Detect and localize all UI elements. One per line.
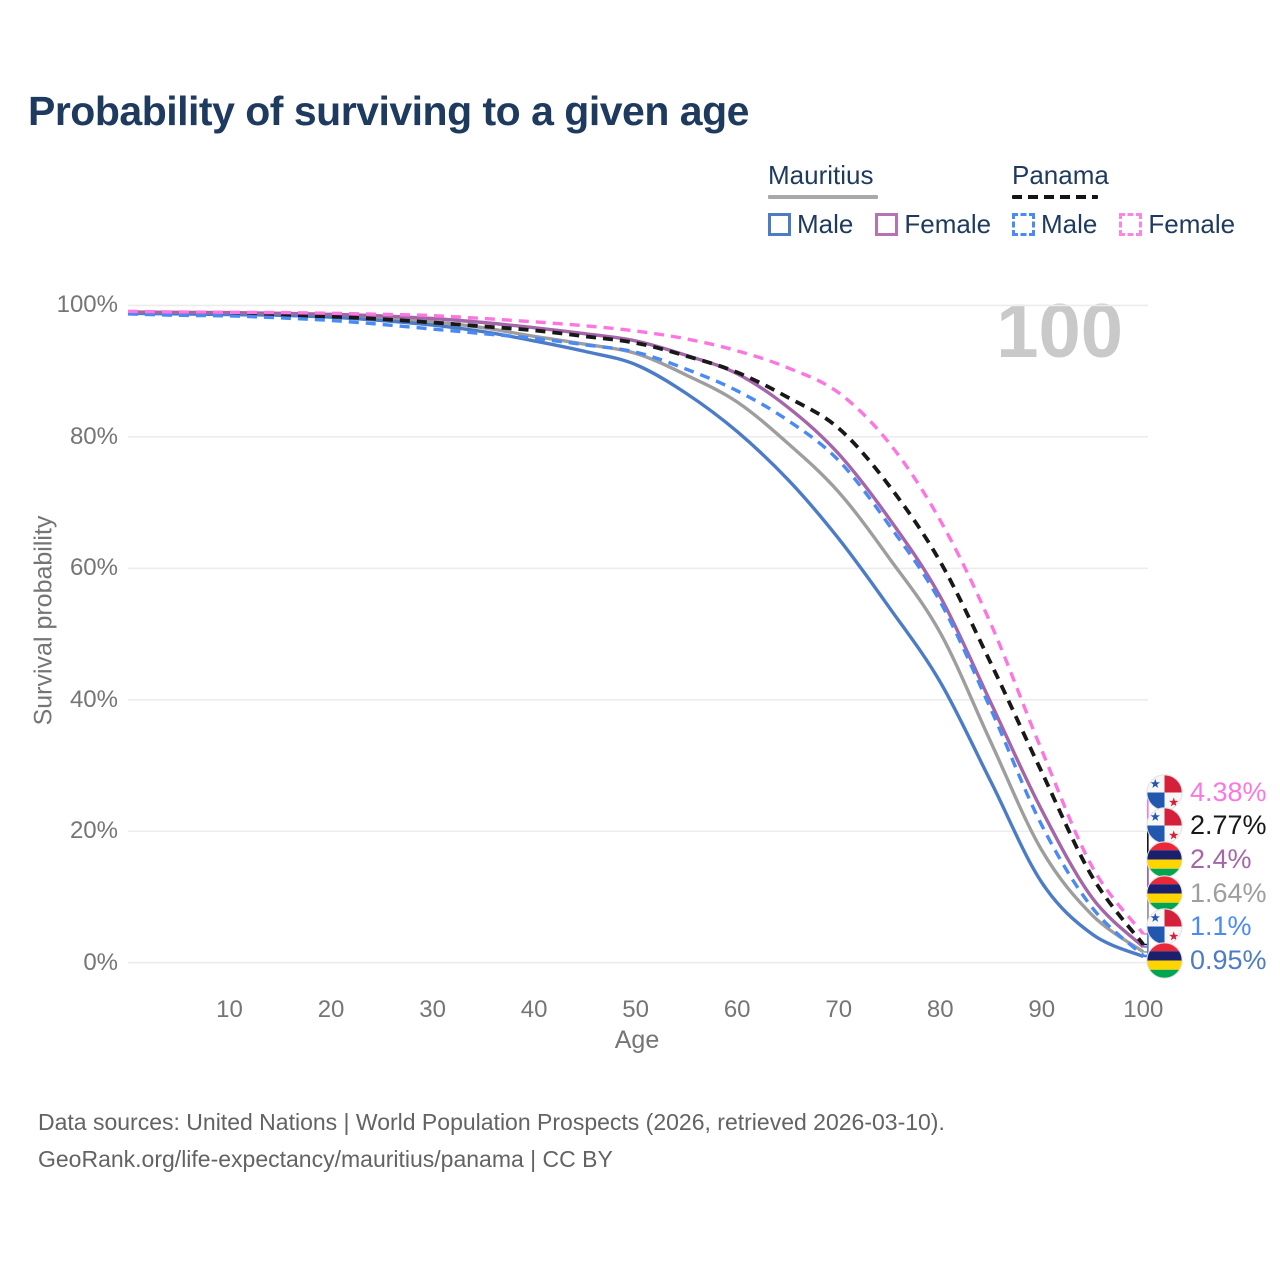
data-sources-line: Data sources: United Nations | World Pop…: [38, 1109, 945, 1135]
x-tick-label: 90: [1028, 996, 1056, 1023]
legend-items-mauritius: Male Female: [768, 209, 991, 240]
x-tick-label: 30: [419, 996, 446, 1023]
y-tick-label: 100%: [56, 291, 118, 319]
series-line-panama[interactable]: [127, 310, 1145, 946]
page-title: Probability of surviving to a given age: [28, 88, 749, 134]
series-line-mauritius-female[interactable]: [127, 310, 1145, 949]
y-tick-label: 40%: [69, 685, 118, 713]
mauritius-line-style-swatch: [768, 195, 878, 199]
mauritius-male-swatch-icon: [768, 213, 791, 236]
end-label-row-panama-female: 4.38%: [1146, 773, 1267, 811]
legend-item-label: Male: [1041, 209, 1098, 239]
legend-item-mauritius-female[interactable]: Female: [875, 209, 991, 240]
y-tick-label: 20%: [69, 817, 118, 845]
series-line-panama-female[interactable]: [127, 309, 1145, 935]
panama-flag-icon: [1146, 807, 1183, 844]
legend-item-panama-male[interactable]: Male: [1012, 209, 1097, 240]
x-tick-label: 60: [723, 996, 751, 1023]
panama-line-style-swatch: [1012, 195, 1098, 199]
end-value-label: 2.4%: [1190, 843, 1252, 874]
panama-flag-icon: [1146, 908, 1183, 945]
series-line-panama-male[interactable]: [127, 312, 1145, 957]
end-label-row-mauritius-male: 0.95%: [1146, 942, 1267, 980]
end-value-label: 1.1%: [1190, 911, 1252, 942]
series-line-mauritius-male[interactable]: [127, 311, 1144, 959]
x-tick-label: 80: [926, 996, 954, 1023]
legend-item-label: Female: [1148, 209, 1236, 239]
legend-item-label: Male: [797, 209, 854, 239]
end-label-row-panama: 2.77%: [1146, 807, 1267, 845]
legend-group-mauritius: Mauritius Male Female: [768, 160, 991, 240]
panama-male-swatch-icon: [1012, 213, 1035, 236]
mauritius-female-swatch-icon: [875, 213, 899, 236]
legend-item-mauritius-male[interactable]: Male: [768, 209, 853, 240]
panama-female-swatch-icon: [1119, 213, 1143, 236]
y-tick-label: 0%: [83, 948, 118, 976]
end-value-label: 0.95%: [1190, 945, 1267, 975]
attribution-line: GeoRank.org/life-expectancy/mauritius/pa…: [38, 1146, 613, 1172]
end-label-row-panama-male: 1.1%: [1146, 908, 1252, 946]
x-tick-label: 70: [825, 996, 853, 1023]
legend-items-panama: Male Female: [1012, 209, 1235, 240]
mauritius-flag-icon: [1146, 942, 1183, 979]
end-value-label: 1.64%: [1190, 877, 1267, 908]
x-tick-label: 40: [520, 996, 548, 1023]
mauritius-flag-icon: [1146, 841, 1183, 878]
mauritius-flag-icon: [1146, 874, 1183, 912]
end-label-row-mauritius-female: 2.4%: [1146, 840, 1252, 878]
legend-item-label: Female: [904, 209, 992, 239]
end-value-label: 2.77%: [1190, 810, 1267, 841]
legend-country-mauritius[interactable]: Mauritius: [768, 160, 874, 190]
legend-group-panama: Panama Male Female: [1012, 160, 1235, 240]
end-label-row-mauritius: 1.64%: [1146, 874, 1267, 912]
y-tick-label: 60%: [69, 554, 118, 582]
series-line-mauritius[interactable]: [127, 310, 1145, 954]
x-tick-label: 100: [1123, 996, 1164, 1023]
legend-item-panama-female[interactable]: Female: [1119, 209, 1235, 240]
footer: Data sources: United Nations | World Pop…: [38, 1104, 945, 1178]
x-tick-label: 50: [622, 996, 649, 1023]
x-tick-label: 20: [317, 996, 345, 1023]
x-tick-label: 10: [216, 996, 243, 1023]
end-value-label: 4.38%: [1190, 776, 1267, 807]
legend-country-panama[interactable]: Panama: [1012, 160, 1109, 190]
y-tick-label: 80%: [69, 422, 118, 450]
panama-flag-icon: [1146, 773, 1183, 811]
x-axis-title: Age: [614, 1026, 660, 1054]
